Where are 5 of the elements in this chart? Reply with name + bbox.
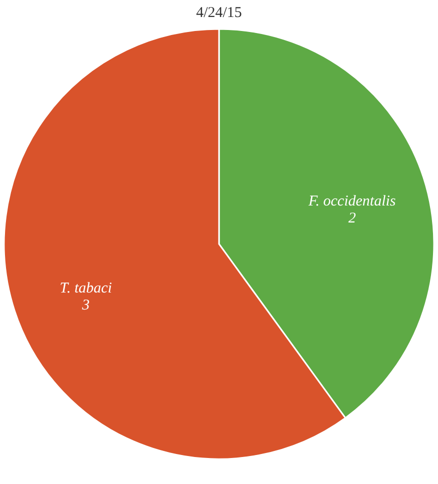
slice-label: F. occidentalis	[308, 194, 396, 210]
data-label: 3	[81, 297, 90, 314]
chart-title: 4/24/15	[196, 5, 242, 21]
data-label: 2	[348, 210, 356, 227]
slice-label: T. tabaci	[60, 280, 112, 296]
